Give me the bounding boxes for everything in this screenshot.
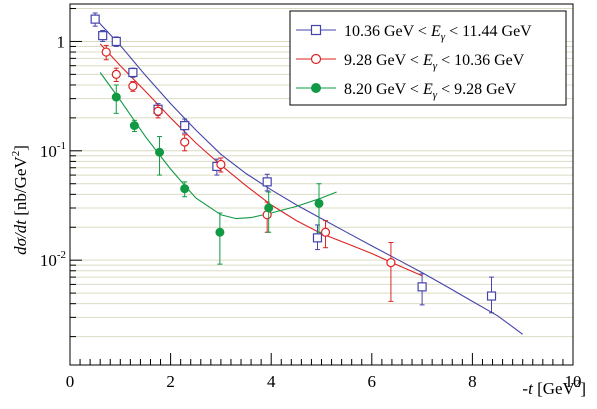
data-point xyxy=(215,212,225,265)
x-tick-label: 6 xyxy=(368,372,377,391)
data-point-marker xyxy=(128,81,138,91)
data-point xyxy=(128,67,138,78)
data-point xyxy=(417,273,427,306)
data-point-marker xyxy=(386,258,396,268)
series-2-fit-curve xyxy=(99,43,423,277)
data-point xyxy=(101,44,111,61)
data-point xyxy=(155,136,165,176)
data-layer xyxy=(90,12,524,335)
y-tick-label: 10-2 xyxy=(40,249,66,270)
data-point-marker xyxy=(128,67,138,78)
data-point-marker xyxy=(314,198,324,208)
y-tick-label: 10-1 xyxy=(40,140,66,161)
data-point-marker xyxy=(98,31,108,41)
x-tick-label: 10 xyxy=(565,372,582,391)
data-point xyxy=(153,104,163,119)
data-point-marker xyxy=(320,227,331,237)
data-point-marker xyxy=(264,203,274,213)
data-point-marker xyxy=(180,121,190,131)
series-3-fit-curve xyxy=(99,72,337,220)
data-point xyxy=(111,36,121,47)
data-point xyxy=(216,157,226,173)
y-axis-label: dσ/dt [nb/GeV2] xyxy=(10,145,30,255)
data-point-marker xyxy=(310,53,322,65)
legend-box xyxy=(289,10,567,106)
y-tick-label: 1 xyxy=(57,32,66,51)
data-point-marker xyxy=(310,24,322,36)
data-point-marker xyxy=(180,137,190,147)
data-point xyxy=(180,118,190,134)
legend-entry: 9.28 GeV < Eγ < 10.36 GeV xyxy=(296,52,525,72)
data-point-marker xyxy=(215,227,225,237)
series-1-fit-curve xyxy=(94,18,524,335)
x-tick-label: 2 xyxy=(166,372,175,391)
data-point xyxy=(90,12,100,27)
data-point xyxy=(486,276,497,314)
data-point-marker xyxy=(111,92,121,102)
data-point xyxy=(180,134,190,152)
data-point-marker xyxy=(417,282,427,292)
data-point xyxy=(111,84,121,114)
data-point xyxy=(180,181,190,198)
data-point xyxy=(312,224,323,251)
series-3-points xyxy=(111,84,324,265)
legend-label: 8.20 GeV < Eγ < 9.28 GeV xyxy=(344,81,517,101)
data-point-marker xyxy=(111,36,121,47)
data-point xyxy=(129,119,139,133)
data-point-marker xyxy=(90,14,100,24)
series-2-points xyxy=(101,44,396,302)
legend-entry: 10.36 GeV < Eγ < 11.44 GeV xyxy=(296,23,532,43)
x-tick-label: 0 xyxy=(66,372,75,391)
data-point xyxy=(264,191,274,233)
data-point-marker xyxy=(311,83,321,93)
data-point-marker xyxy=(312,233,323,243)
x-tick-label: 4 xyxy=(267,372,276,391)
x-tick-label: 8 xyxy=(468,372,477,391)
data-point-marker xyxy=(262,177,272,187)
data-point-marker xyxy=(155,147,165,157)
data-point xyxy=(128,81,138,92)
data-point xyxy=(98,29,108,42)
axes: 0 2 4 6 8 10 1 10-1 10-2 xyxy=(40,8,582,391)
data-point-marker xyxy=(101,47,111,57)
x-axis-label: -t [GeV2] xyxy=(522,378,586,398)
data-point-marker xyxy=(111,69,121,79)
data-point xyxy=(111,67,121,83)
data-point xyxy=(314,183,324,233)
data-point xyxy=(386,242,396,302)
data-point xyxy=(320,220,331,249)
legend-entry: 8.20 GeV < Eγ < 9.28 GeV xyxy=(296,81,517,101)
data-point-marker xyxy=(180,184,190,194)
data-point-marker xyxy=(216,159,226,170)
data-point-marker xyxy=(153,106,163,116)
data-point xyxy=(262,173,272,192)
legend-label: 9.28 GeV < Eγ < 10.36 GeV xyxy=(344,52,525,72)
data-point-marker xyxy=(486,291,497,301)
legend-label: 10.36 GeV < Eγ < 11.44 GeV xyxy=(344,23,532,43)
legend: 10.36 GeV < Eγ < 11.44 GeV 9.28 GeV < Eγ … xyxy=(289,10,567,106)
data-point-marker xyxy=(129,121,139,131)
